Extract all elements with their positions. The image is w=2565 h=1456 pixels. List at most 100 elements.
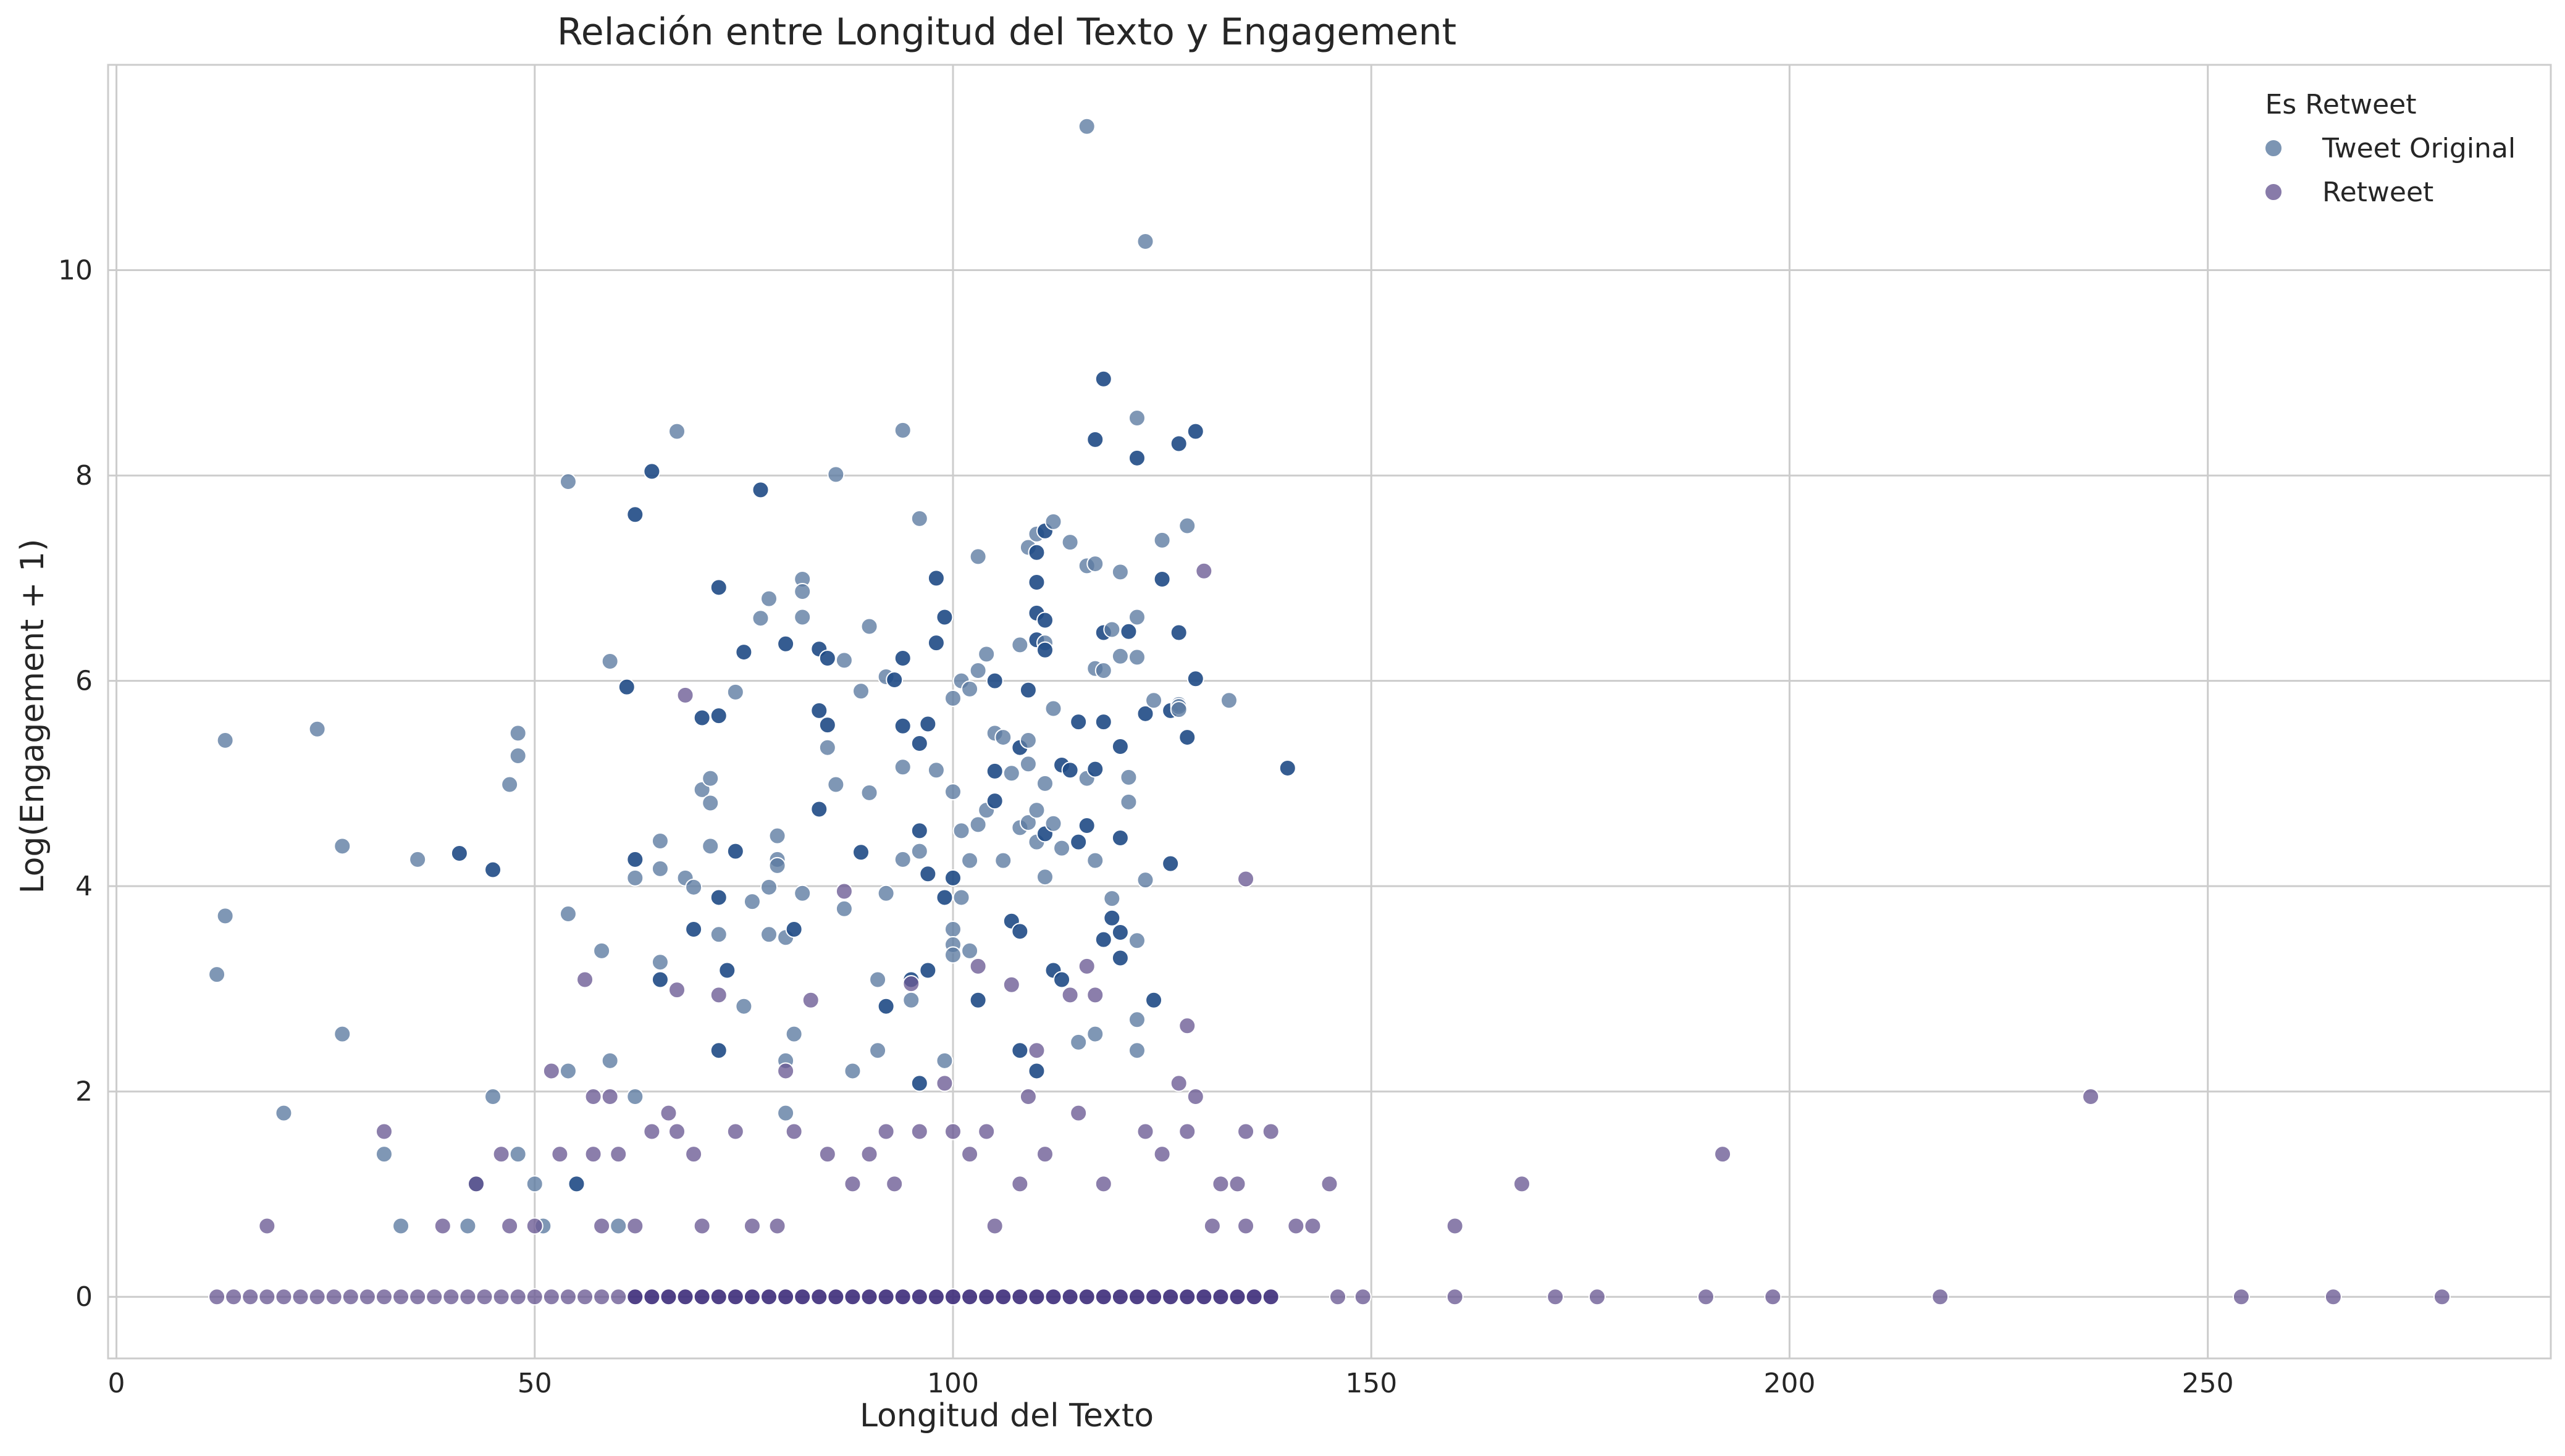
legend-marker-tweet-original: [2264, 139, 2283, 157]
y-tick-label: 6: [75, 666, 93, 697]
point-retweet: [1228, 1288, 1246, 1306]
point-retweet: [1697, 1288, 1715, 1306]
point-retweet: [1547, 1288, 1564, 1306]
point-retweet: [292, 1288, 309, 1306]
x-axis-label: Longitud del Texto: [860, 1397, 1154, 1434]
point-tweet-original: [484, 1088, 502, 1106]
point-retweet: [1228, 1175, 1246, 1193]
point-tweet-original: [1111, 563, 1129, 581]
point-tweet-original: [1028, 1062, 1046, 1080]
point-tweet-original: [685, 920, 703, 938]
point-tweet-original: [702, 837, 720, 855]
point-tweet-original: [1120, 622, 1138, 640]
point-retweet: [626, 1288, 644, 1306]
point-tweet-original: [969, 661, 987, 679]
point-tweet-original: [334, 837, 351, 855]
point-retweet: [1036, 1145, 1054, 1163]
point-retweet: [1028, 1288, 1046, 1306]
point-retweet: [593, 1288, 611, 1306]
point-tweet-original: [668, 422, 686, 440]
point-retweet: [660, 1104, 678, 1122]
point-tweet-original: [735, 997, 753, 1015]
point-retweet: [643, 1288, 661, 1306]
point-retweet: [927, 1288, 945, 1306]
point-retweet: [258, 1288, 276, 1306]
point-tweet-original: [869, 1042, 887, 1060]
point-retweet: [2433, 1288, 2451, 1306]
point-tweet-original: [952, 889, 970, 906]
x-tick-label: 50: [518, 1368, 552, 1399]
point-retweet: [886, 1175, 904, 1193]
point-retweet: [1086, 986, 1104, 1004]
point-tweet-original: [994, 851, 1012, 869]
point-tweet-original: [768, 827, 786, 845]
point-retweet: [576, 971, 594, 989]
point-retweet: [1070, 1104, 1088, 1122]
point-tweet-original: [877, 884, 895, 902]
point-tweet-original: [626, 869, 644, 887]
point-tweet-original: [1103, 890, 1121, 908]
point-tweet-original: [710, 1042, 728, 1060]
point-tweet-original: [392, 1217, 410, 1235]
point-tweet-original: [501, 776, 519, 793]
point-tweet-original: [1145, 692, 1163, 709]
point-tweet-original: [944, 689, 962, 707]
point-retweet: [1203, 1217, 1221, 1235]
point-retweet: [1446, 1288, 1464, 1306]
point-retweet: [409, 1288, 427, 1306]
point-tweet-original: [818, 738, 836, 756]
point-retweet: [442, 1288, 460, 1306]
point-tweet-original: [835, 651, 853, 669]
point-retweet: [877, 1123, 895, 1140]
point-tweet-original: [1128, 1042, 1146, 1060]
point-tweet-original: [794, 884, 812, 902]
x-tick-label: 150: [1345, 1368, 1397, 1399]
point-retweet: [777, 1288, 795, 1306]
point-retweet: [1011, 1288, 1029, 1306]
point-retweet: [610, 1145, 628, 1163]
point-tweet-original: [1278, 759, 1296, 777]
legend-marker-retweet: [2264, 183, 2283, 201]
point-tweet-original: [794, 608, 812, 626]
point-retweet: [1094, 1288, 1112, 1306]
axis-ticks: 0 50 100 150 200 250 0 2 4 6 8 10: [58, 255, 2234, 1399]
point-retweet: [1136, 1123, 1154, 1140]
point-retweet: [1162, 1288, 1180, 1306]
point-tweet-original: [718, 961, 736, 979]
point-tweet-original: [961, 851, 979, 869]
data-points: [208, 117, 2451, 1306]
point-retweet: [241, 1288, 259, 1306]
point-tweet-original: [844, 1062, 862, 1080]
point-retweet: [994, 1288, 1012, 1306]
point-tweet-original: [1053, 971, 1071, 989]
point-tweet-original: [927, 634, 945, 652]
point-retweet: [584, 1145, 602, 1163]
point-tweet-original: [986, 672, 1004, 690]
point-tweet-original: [1011, 1042, 1029, 1060]
point-tweet-original: [1086, 760, 1104, 778]
point-retweet: [910, 1288, 928, 1306]
point-tweet-original: [1019, 755, 1037, 773]
point-retweet: [434, 1217, 451, 1235]
point-tweet-original: [1103, 621, 1121, 638]
point-tweet-original: [1186, 422, 1204, 440]
point-tweet-original: [1136, 705, 1154, 722]
point-retweet: [668, 1123, 686, 1140]
point-retweet: [526, 1217, 544, 1235]
point-retweet: [643, 1123, 661, 1140]
point-tweet-original: [777, 635, 795, 653]
point-tweet-original: [375, 1145, 393, 1163]
point-retweet: [258, 1217, 276, 1235]
point-retweet: [910, 1123, 928, 1140]
point-retweet: [726, 1123, 744, 1140]
point-retweet: [693, 1288, 711, 1306]
point-tweet-original: [927, 761, 945, 779]
point-tweet-original: [1170, 624, 1188, 642]
y-axis-label: Log(Engagement + 1): [14, 539, 51, 894]
point-tweet-original: [702, 769, 720, 787]
point-tweet-original: [1094, 713, 1112, 731]
point-retweet: [1153, 1145, 1171, 1163]
point-tweet-original: [308, 720, 326, 738]
point-tweet-original: [752, 481, 770, 499]
